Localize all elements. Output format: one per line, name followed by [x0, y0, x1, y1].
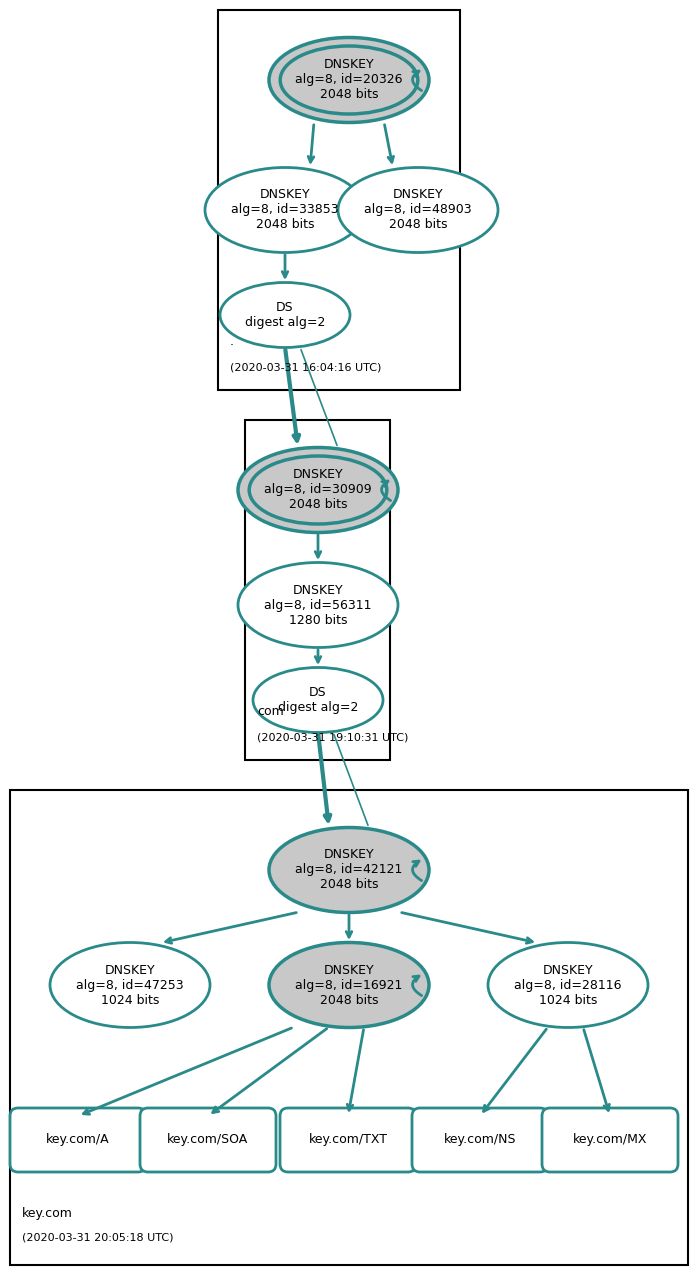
Text: DNSKEY
alg=8, id=20326
2048 bits: DNSKEY alg=8, id=20326 2048 bits — [295, 59, 403, 101]
Text: (2020-03-31 16:04:16 UTC): (2020-03-31 16:04:16 UTC) — [230, 362, 382, 372]
Ellipse shape — [220, 282, 350, 348]
Text: DNSKEY
alg=8, id=16921
2048 bits: DNSKEY alg=8, id=16921 2048 bits — [295, 964, 403, 1007]
FancyBboxPatch shape — [140, 1108, 276, 1172]
FancyBboxPatch shape — [10, 1108, 146, 1172]
Ellipse shape — [253, 667, 383, 732]
Ellipse shape — [50, 942, 210, 1028]
Ellipse shape — [238, 447, 398, 533]
Bar — [10, 790, 688, 1265]
Text: com: com — [257, 705, 284, 718]
Ellipse shape — [238, 562, 398, 648]
Ellipse shape — [269, 942, 429, 1028]
Bar — [218, 10, 460, 390]
Text: key.com: key.com — [22, 1206, 73, 1220]
FancyBboxPatch shape — [280, 1108, 416, 1172]
FancyBboxPatch shape — [542, 1108, 678, 1172]
Text: DNSKEY
alg=8, id=30909
2048 bits: DNSKEY alg=8, id=30909 2048 bits — [264, 469, 372, 511]
FancyBboxPatch shape — [412, 1108, 548, 1172]
Ellipse shape — [269, 37, 429, 123]
Text: DNSKEY
alg=8, id=42121
2048 bits: DNSKEY alg=8, id=42121 2048 bits — [295, 849, 403, 892]
Text: DNSKEY
alg=8, id=56311
1280 bits: DNSKEY alg=8, id=56311 1280 bits — [264, 584, 372, 626]
Text: DNSKEY
alg=8, id=47253
1024 bits: DNSKEY alg=8, id=47253 1024 bits — [76, 964, 184, 1007]
Text: (2020-03-31 19:10:31 UTC): (2020-03-31 19:10:31 UTC) — [257, 732, 408, 743]
Text: (2020-03-31 20:05:18 UTC): (2020-03-31 20:05:18 UTC) — [22, 1233, 173, 1243]
Ellipse shape — [269, 827, 429, 912]
Text: key.com/SOA: key.com/SOA — [167, 1134, 249, 1146]
Ellipse shape — [338, 167, 498, 253]
Text: key.com/NS: key.com/NS — [444, 1134, 517, 1146]
Text: key.com/A: key.com/A — [46, 1134, 110, 1146]
Ellipse shape — [205, 167, 365, 253]
Text: DNSKEY
alg=8, id=33853
2048 bits: DNSKEY alg=8, id=33853 2048 bits — [231, 188, 339, 231]
Text: .: . — [230, 335, 234, 348]
Text: DNSKEY
alg=8, id=28116
1024 bits: DNSKEY alg=8, id=28116 1024 bits — [514, 964, 621, 1007]
Text: key.com/TXT: key.com/TXT — [308, 1134, 387, 1146]
Ellipse shape — [488, 942, 648, 1028]
Text: DNSKEY
alg=8, id=48903
2048 bits: DNSKEY alg=8, id=48903 2048 bits — [364, 188, 472, 231]
Bar — [245, 420, 390, 760]
Text: key.com/MX: key.com/MX — [572, 1134, 647, 1146]
Text: DS
digest alg=2: DS digest alg=2 — [245, 302, 325, 328]
Text: DS
digest alg=2: DS digest alg=2 — [278, 686, 358, 714]
